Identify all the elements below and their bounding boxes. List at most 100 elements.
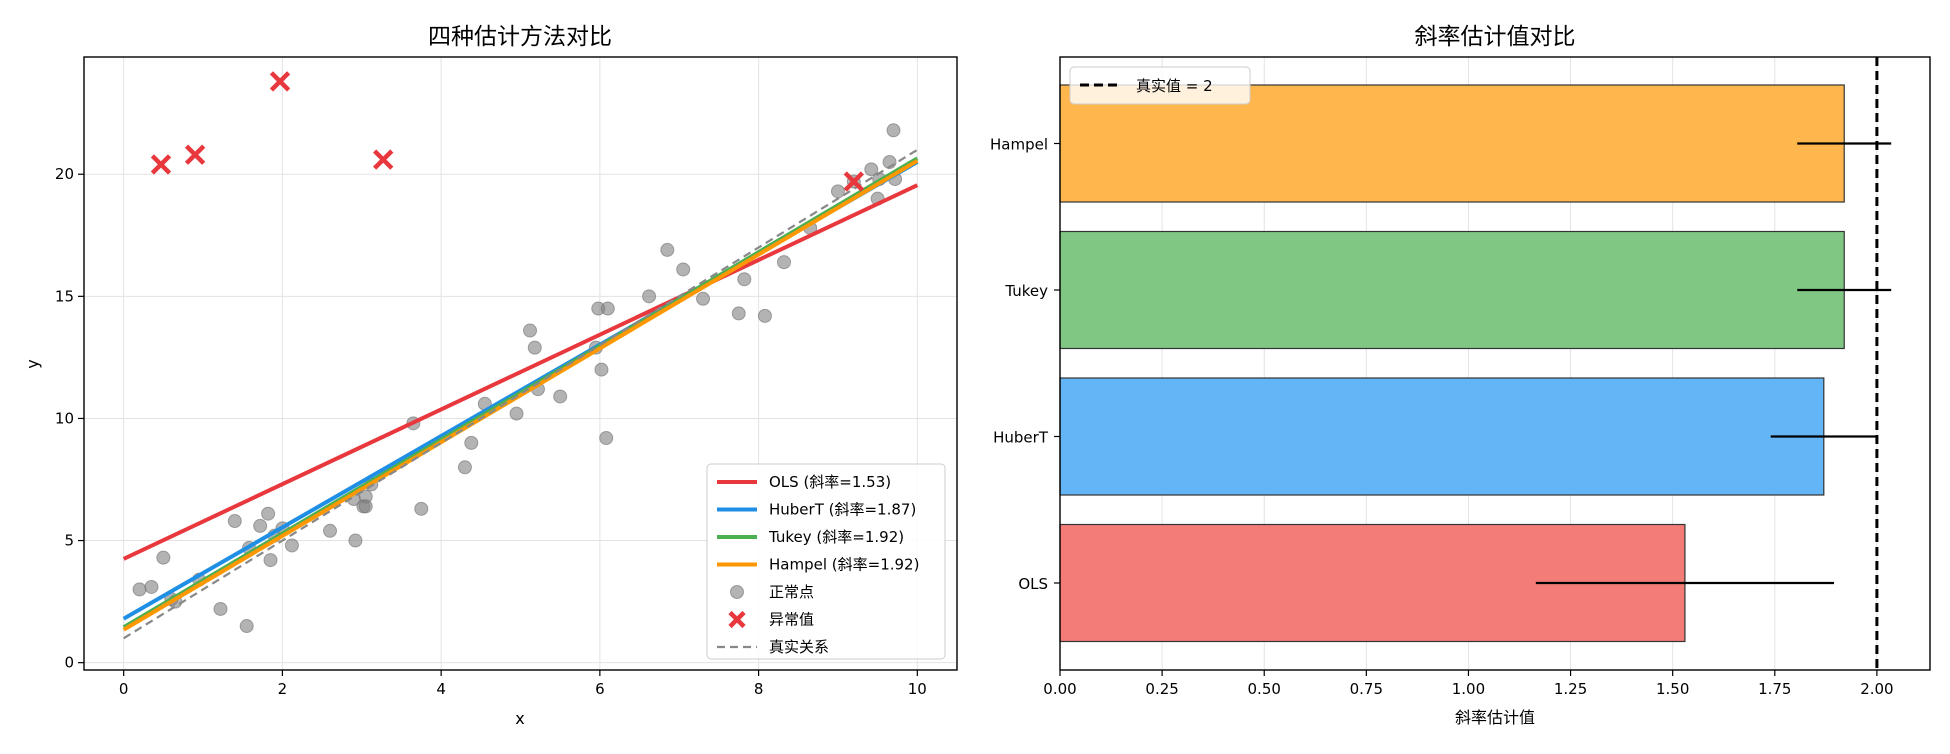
legend-entry-label: Hampel (斜率=1.92) — [769, 556, 919, 574]
normal-point — [660, 242, 675, 257]
normal-point — [284, 538, 299, 553]
legend-entry-label: 异常值 — [769, 611, 814, 629]
right-y-tick-label: Hampel — [990, 136, 1048, 154]
left-x-tick-label: 4 — [436, 680, 446, 698]
right-plot-area — [1059, 57, 1892, 670]
left-x-axis-label: x — [515, 709, 524, 728]
normal-point — [731, 306, 746, 321]
normal-point — [864, 162, 879, 177]
right-y-tick-label: Tukey — [1004, 282, 1048, 300]
outlier-point — [269, 71, 291, 92]
right-x-tick-label: 0.00 — [1043, 680, 1076, 698]
right-chart-title: 斜率估计值对比 — [1415, 24, 1576, 50]
left-chart-title: 四种估计方法对比 — [428, 24, 612, 50]
right-x-axis-label: 斜率估计值 — [1455, 708, 1535, 727]
normal-point — [600, 301, 615, 316]
normal-point — [696, 291, 711, 306]
legend-entry-label: OLS (斜率=1.53) — [769, 473, 891, 491]
left-legend: OLS (斜率=1.53) HuberT (斜率=1.87) Tukey (斜率=1… — [706, 463, 946, 660]
normal-point — [676, 262, 691, 277]
right-ticks: 0.00 0.25 0.50 0.75 1.00 1.25 1.50 1.75 2.00 OLS H… — [990, 136, 1894, 699]
normal-point — [776, 255, 791, 270]
outlier-stroke — [269, 71, 291, 92]
normal-point — [457, 460, 472, 475]
right-y-tick-label: OLS — [1018, 575, 1048, 593]
regression-line — [122, 156, 919, 629]
legend-entry-label: Tukey (斜率=1.92) — [768, 528, 904, 546]
right-x-tick-label: 0.25 — [1145, 680, 1178, 698]
legend-point-handle — [730, 585, 744, 599]
normal-point — [642, 289, 657, 304]
left-x-tick-label: 6 — [595, 680, 605, 698]
normal-point — [348, 533, 363, 548]
left-y-tick-label: 0 — [64, 654, 74, 672]
normal-point — [594, 362, 609, 377]
normal-point — [509, 406, 524, 421]
right-legend: 真实值 = 2 — [1069, 66, 1251, 105]
right-x-tick-label: 1.00 — [1452, 680, 1485, 698]
normal-point — [227, 514, 242, 529]
left-legend-box — [706, 463, 946, 660]
left-x-tick-label: 10 — [908, 680, 927, 698]
normal-point — [830, 184, 845, 199]
left-y-axis-label: y — [23, 359, 42, 368]
left-y-tick-label: 5 — [64, 532, 74, 550]
normal-point — [239, 619, 254, 634]
left-plot-area — [122, 71, 919, 640]
left-axes-frame — [83, 56, 958, 671]
normal-point — [358, 499, 373, 514]
normal-point — [527, 340, 542, 355]
outlier-point — [373, 149, 394, 170]
robust-regression-chart: 四种估计方法对比 0 2 4 6 8 10 0 5 10 15 20 x y OLS (斜率=1.5… — [23, 24, 958, 728]
outlier-point — [184, 144, 206, 165]
normal-point — [599, 430, 614, 445]
left-x-tick-label: 2 — [278, 680, 288, 698]
left-y-tick-label: 20 — [55, 165, 74, 183]
right-x-tick-label: 1.25 — [1554, 680, 1587, 698]
outlier-stroke — [150, 154, 172, 175]
right-axes-frame — [1059, 56, 1931, 671]
normal-point — [414, 501, 429, 516]
normal-point — [886, 123, 901, 138]
left-y-tick-label: 10 — [55, 409, 74, 427]
normal-point — [261, 506, 276, 521]
normal-point — [253, 518, 268, 533]
normal-point — [144, 579, 159, 594]
outlier-stroke — [843, 171, 865, 192]
slope-bar — [1059, 377, 1825, 496]
legend-entry-label: HuberT (斜率=1.87) — [769, 501, 916, 519]
normal-point — [132, 582, 147, 597]
regression-line — [122, 159, 919, 632]
right-x-tick-label: 1.50 — [1656, 680, 1689, 698]
normal-point — [553, 389, 568, 404]
normal-point — [757, 308, 772, 323]
right-y-tick-label: HuberT — [993, 429, 1049, 447]
slope-bar — [1059, 230, 1845, 350]
outlier-stroke — [373, 149, 394, 170]
outlier-point — [150, 154, 172, 175]
outlier-stroke — [184, 144, 206, 165]
left-x-tick-label: 8 — [754, 680, 764, 698]
slope-comparison-chart: 斜率估计值对比 0.00 0.25 0.50 0.75 1.00 1.25 1.50 1.75… — [990, 24, 1931, 727]
normal-point — [263, 553, 278, 568]
outlier-point — [843, 171, 865, 192]
left-ticks: 0 2 4 6 8 10 0 5 10 15 20 — [55, 165, 927, 698]
legend-outlier-handle — [728, 610, 746, 629]
legend-reference-label: 真实值 = 2 — [1136, 77, 1213, 95]
normal-point — [323, 523, 338, 538]
normal-point — [737, 272, 752, 287]
normal-point — [523, 323, 538, 338]
normal-point — [464, 435, 479, 450]
regression-line — [122, 183, 919, 561]
right-x-tick-label: 0.75 — [1350, 680, 1383, 698]
left-y-tick-label: 15 — [55, 287, 74, 305]
left-x-tick-label: 0 — [119, 680, 129, 698]
normal-point — [156, 550, 171, 565]
legend-entry-label: 真实关系 — [769, 638, 829, 656]
normal-point — [213, 601, 228, 616]
right-x-tick-label: 1.75 — [1758, 680, 1791, 698]
right-legend-box — [1069, 66, 1251, 105]
legend-entry-label: 正常点 — [769, 583, 814, 601]
